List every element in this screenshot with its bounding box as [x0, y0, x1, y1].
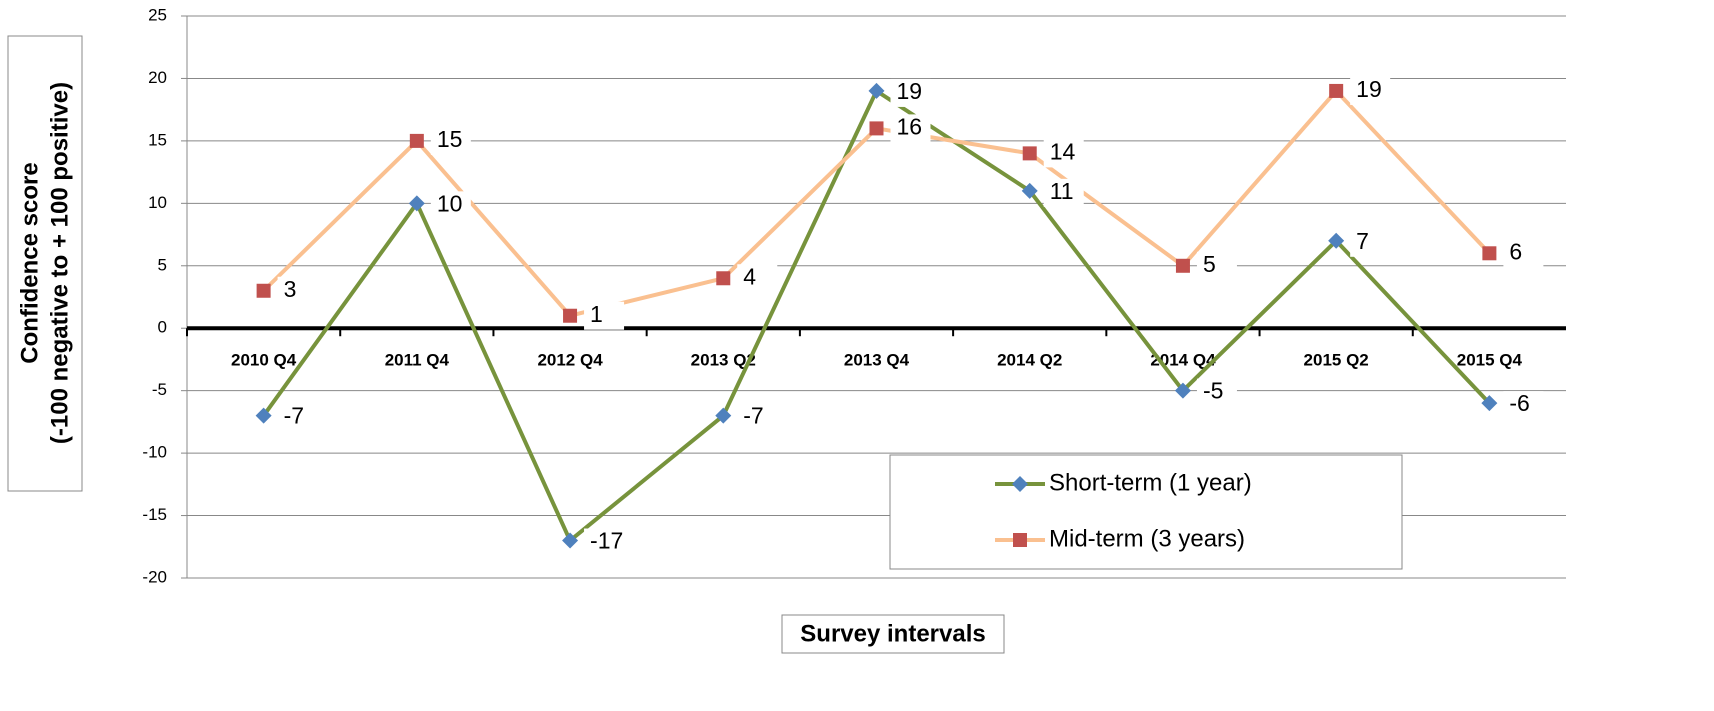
x-tick-label: 2013 Q2: [691, 351, 756, 370]
data-label-bg: [430, 191, 471, 220]
y-tick-label: 15: [148, 130, 167, 149]
marker: [1021, 182, 1038, 199]
data-label: -7: [284, 403, 304, 429]
data-label-bg: [1043, 139, 1084, 168]
data-label-bg: [1503, 391, 1544, 420]
data-label: 5: [1203, 251, 1216, 277]
x-tick-label: 2015 Q2: [1304, 351, 1369, 370]
marker: [1482, 246, 1497, 261]
x-tick-label: 2011 Q4: [385, 351, 450, 370]
data-label: 1: [590, 301, 603, 327]
x-tick-label: 2014 Q4: [1150, 351, 1216, 370]
y-tick-label: 20: [148, 68, 167, 87]
data-label-bg: [890, 78, 931, 107]
data-label: -7: [743, 403, 763, 429]
x-title-box: [781, 614, 1005, 654]
marker: [1175, 258, 1190, 273]
y-title-box: [7, 35, 83, 492]
y-tick-label: -20: [142, 567, 167, 586]
data-label-bg: [1196, 251, 1237, 280]
x-tick-label: 2014 Q2: [997, 351, 1062, 370]
data-label: -5: [1203, 378, 1223, 404]
data-label: 16: [897, 113, 923, 139]
data-label-bg: [737, 264, 778, 293]
data-label: 14: [1050, 138, 1076, 164]
data-label: 3: [284, 276, 297, 302]
y-tick-label: -15: [142, 505, 167, 524]
marker: [562, 532, 579, 549]
y-tick-label: 0: [158, 318, 167, 337]
marker: [1012, 476, 1028, 492]
data-label: 19: [897, 78, 923, 104]
legend-item: Mid-term (3 years): [995, 525, 1245, 552]
data-label-bg: [277, 403, 318, 432]
data-label: 11: [1050, 178, 1074, 204]
x-tick-label: 2012 Q4: [537, 351, 603, 370]
data-label-bg: [277, 276, 318, 305]
data-label: 10: [437, 190, 463, 216]
y-tick-label: -10: [142, 443, 167, 462]
marker: [1022, 146, 1037, 161]
data-label-bg: [1043, 178, 1084, 207]
data-label-bg: [1350, 76, 1391, 105]
marker: [408, 195, 425, 212]
marker: [256, 283, 271, 298]
legend-box: [889, 454, 1403, 570]
x-axis-title: Survey intervals: [800, 620, 985, 647]
marker: [1328, 232, 1345, 249]
data-label-bg: [1503, 239, 1544, 268]
marker: [1013, 533, 1027, 547]
y-axis-title: (-100 negative to + 100 positive): [46, 82, 73, 444]
marker: [868, 82, 885, 99]
marker: [255, 407, 272, 424]
marker: [409, 133, 424, 148]
x-tick-label: 2010 Q4: [231, 351, 297, 370]
legend-label: Mid-term (3 years): [1049, 525, 1245, 552]
x-tick-label: 2015 Q4: [1457, 351, 1523, 370]
y-tick-label: 25: [148, 5, 167, 24]
data-label: 7: [1356, 228, 1369, 254]
data-label-bg: [584, 528, 625, 557]
marker: [1174, 382, 1191, 399]
data-label: 6: [1509, 238, 1522, 264]
data-label: -17: [590, 528, 623, 554]
marker: [563, 308, 578, 323]
legend-item: Short-term (1 year): [995, 469, 1252, 496]
data-label-bg: [430, 126, 471, 155]
marker: [715, 407, 732, 424]
y-tick-label: 10: [148, 193, 167, 212]
marker: [716, 271, 731, 286]
marker: [1481, 395, 1498, 412]
legend-label: Short-term (1 year): [1049, 469, 1252, 496]
y-tick-label: -5: [152, 380, 167, 399]
data-label: 19: [1356, 76, 1382, 102]
y-tick-label: 5: [158, 255, 167, 274]
data-label-bg: [890, 114, 931, 143]
data-label-bg: [1350, 228, 1391, 257]
marker: [869, 121, 884, 136]
data-label-bg: [1196, 378, 1237, 407]
data-label-bg: [737, 403, 778, 432]
data-label: 15: [437, 126, 463, 152]
x-tick-label: 2013 Q4: [844, 351, 910, 370]
y-axis-title: Confidence score: [16, 162, 43, 363]
data-label-bg: [584, 301, 625, 330]
data-label: 4: [743, 263, 756, 289]
data-label: -6: [1509, 390, 1529, 416]
marker: [1329, 83, 1344, 98]
